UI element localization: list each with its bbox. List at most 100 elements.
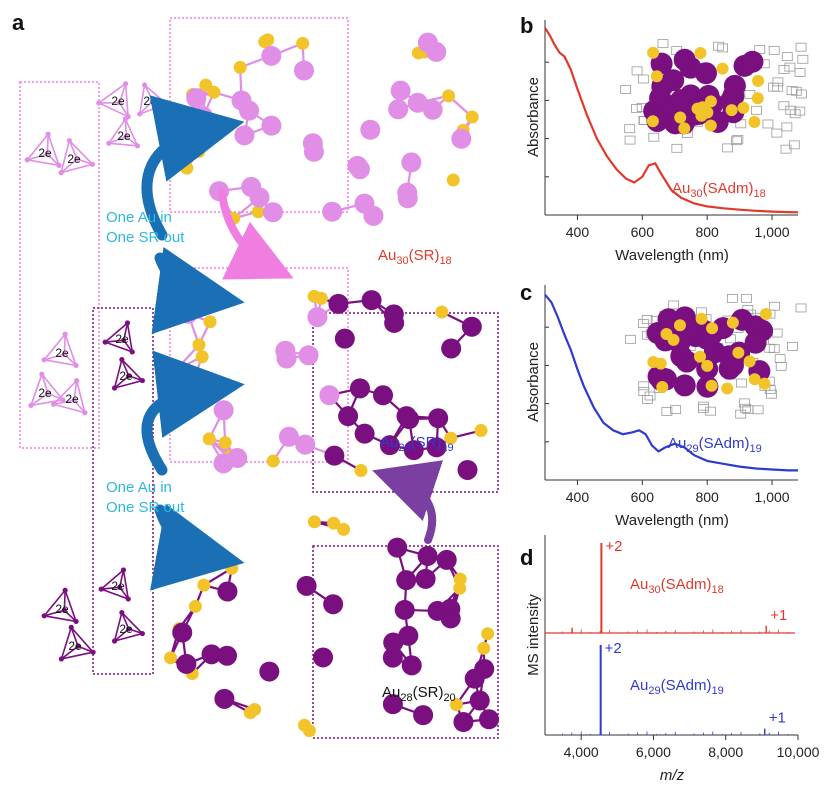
sulfur-atom <box>327 516 341 530</box>
sulfur-atom <box>647 46 660 59</box>
arrow-top-down <box>151 246 245 335</box>
sulfur-atom <box>704 119 717 132</box>
arrow-bottom-down <box>150 503 245 591</box>
sulfur-atom <box>474 424 488 438</box>
sulfur-atom <box>354 464 368 478</box>
sulfur-atom <box>660 327 673 340</box>
ligand-cage <box>771 328 783 338</box>
sulfur-atom <box>758 377 771 390</box>
chart-b-xtick-label: 400 <box>566 224 590 240</box>
gold-atom <box>388 99 409 120</box>
gold-atom <box>294 60 315 81</box>
sulfur-atom <box>453 581 467 595</box>
transform-label-bottom-line2: One SR out <box>106 499 185 516</box>
ligand-cage <box>769 301 781 311</box>
gold-atom <box>334 328 355 349</box>
gold-atom <box>413 705 434 726</box>
left-purple-dashed-box <box>92 307 154 675</box>
ligand-cage <box>637 74 649 84</box>
tetrahedron: 2e <box>96 81 131 120</box>
gold-atom <box>479 709 500 730</box>
ligand-cage <box>754 45 766 54</box>
gold-atom <box>398 625 419 646</box>
gold-atom <box>201 644 222 665</box>
sulfur-atom <box>721 382 734 395</box>
ligand-cage <box>641 315 653 324</box>
gold-atom <box>275 340 296 361</box>
chart-d-ylabel: MS intensity <box>525 594 542 676</box>
tetrahedra-au28: 2e 2e 2e 2e <box>41 567 145 662</box>
sulfur-atom <box>691 102 704 115</box>
sulfur-atom <box>225 561 239 575</box>
ligand-cage <box>785 105 797 115</box>
sulfur-atom <box>737 101 750 114</box>
au28-cluster-structure <box>164 515 500 738</box>
gold-atom <box>464 668 485 689</box>
chart-d-xlabel: m/z <box>660 767 685 784</box>
au30-formula-label: Au30(SR)18 <box>378 247 452 267</box>
ligand-cage <box>731 136 742 146</box>
gold-atom <box>349 378 370 399</box>
gold-atom <box>428 408 449 429</box>
sulfur-atom <box>195 350 209 364</box>
ligand-cage <box>624 124 636 134</box>
chart-d-peak-label: +1 <box>770 607 787 624</box>
chart-c-xtick-label: 400 <box>566 489 590 505</box>
ligand-cage <box>789 109 801 119</box>
sulfur-atom <box>751 92 764 105</box>
sulfur-atom <box>647 356 660 369</box>
sulfur-atom <box>477 641 491 655</box>
sulfur-atom <box>296 36 310 50</box>
ligand-cage <box>697 404 709 413</box>
ligand-cage <box>768 45 780 55</box>
sulfur-atom <box>716 62 729 75</box>
gold-atom <box>278 426 299 447</box>
ligand-cage <box>722 143 734 153</box>
ligand-cage <box>797 54 809 64</box>
ligand-cage <box>625 334 636 344</box>
sulfur-atom <box>732 346 745 359</box>
ligand-cage <box>713 41 725 51</box>
ligand-cage <box>705 406 716 416</box>
chart-d-xtick-label: 4,000 <box>564 744 599 760</box>
gold-atom <box>214 688 235 709</box>
gold-atom <box>295 434 316 455</box>
ligand-cage <box>657 39 669 49</box>
gold-atom <box>319 385 340 406</box>
gold-atom <box>307 307 328 328</box>
sulfur-atom <box>656 381 669 394</box>
chart-d-mass-spec: MS intensity m/z 4,000 6,000 8,000 10,000 +… <box>525 535 820 784</box>
gold-atom <box>396 570 417 591</box>
gold-atom <box>338 406 359 427</box>
gold-atom <box>744 331 767 354</box>
sulfur-atom <box>233 60 247 74</box>
gold-atom <box>217 645 238 666</box>
gold-atom <box>675 93 698 116</box>
chart-d-xtick-label: 10,000 <box>777 744 820 760</box>
gold-atom <box>379 435 400 456</box>
ligand-cage <box>642 395 653 404</box>
gold-atom <box>394 599 415 620</box>
gold-atom <box>176 653 197 674</box>
gold-atom <box>673 48 696 71</box>
gold-atom <box>354 193 375 214</box>
chart-d-series-label-au29: Au29(SAdm)19 <box>630 677 724 697</box>
gold-atom <box>354 423 375 444</box>
sulfur-atom <box>192 145 206 159</box>
electron-count-label: 2e <box>143 94 157 108</box>
gold-atom <box>718 357 741 380</box>
gold-atom <box>440 608 461 629</box>
ligand-cage <box>778 65 790 74</box>
tetrahedron: 2e <box>58 624 96 662</box>
sulfur-atom <box>337 522 351 536</box>
gold-atom <box>324 445 345 466</box>
ligand-cage <box>620 85 632 94</box>
tetrahedron: 2e <box>24 131 62 169</box>
gold-atom <box>461 316 482 337</box>
chart-c-xtick-label: 1,000 <box>755 489 790 505</box>
chart-c-structure-inset <box>625 293 807 419</box>
chart-d-peak-label: +1 <box>769 710 786 727</box>
ligand-cage <box>778 101 790 111</box>
ligand-cage <box>787 342 798 351</box>
gold-atom <box>178 303 199 324</box>
